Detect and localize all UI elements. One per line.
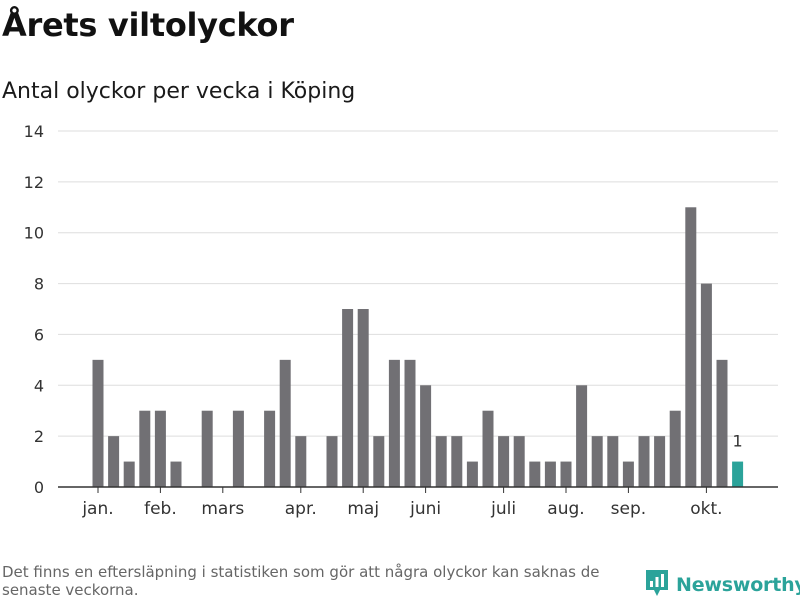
- bar: [342, 309, 354, 487]
- y-tick-label: 6: [34, 325, 44, 344]
- bar: [654, 436, 666, 487]
- bar: [482, 410, 494, 487]
- bar: [404, 359, 416, 487]
- bar: [170, 461, 182, 487]
- brand-logo[interactable]: Newsworthy: [644, 568, 800, 602]
- bar: [326, 436, 338, 487]
- chart-subtitle: Antal olyckor per vecka i Köping: [2, 79, 356, 104]
- bar: [92, 359, 104, 487]
- y-tick-label: 10: [24, 224, 44, 243]
- x-tick-label: feb.: [144, 499, 177, 519]
- newsworthy-icon: [644, 568, 670, 602]
- y-tick-label: 2: [34, 427, 44, 446]
- bar: [544, 461, 556, 487]
- data-labels: 1: [733, 432, 743, 451]
- bar: [373, 436, 385, 487]
- bar-current-week: [732, 461, 744, 487]
- x-tick-label: juni: [409, 499, 441, 519]
- bar: [154, 410, 166, 487]
- bar: [295, 436, 307, 487]
- y-tick-label: 0: [34, 478, 44, 497]
- x-tick-label: jan.: [81, 499, 113, 519]
- bar: [529, 461, 541, 487]
- x-axis: jan. feb. mars apr. maj juni juli aug. sep. okt.: [58, 486, 778, 519]
- bar: [498, 436, 510, 487]
- bar: [466, 461, 478, 487]
- bar: [669, 410, 681, 487]
- bar: [576, 385, 588, 487]
- bar: [700, 283, 712, 487]
- brand-name: Newsworthy: [676, 574, 800, 596]
- bar: [622, 461, 634, 487]
- bar: [123, 461, 135, 487]
- bar: [685, 207, 697, 488]
- bar: [716, 359, 728, 487]
- x-tick-label: aug.: [547, 499, 584, 519]
- bar: [607, 436, 619, 487]
- y-tick-label: 14: [24, 122, 44, 141]
- grid-lines: [58, 130, 778, 437]
- x-tick-label: okt.: [690, 499, 722, 519]
- x-tick-label: apr.: [285, 499, 317, 519]
- bar: [638, 436, 650, 487]
- bar: [560, 461, 572, 487]
- bar: [139, 410, 151, 487]
- bar: [232, 410, 244, 487]
- chart-title: Årets viltolyckor: [2, 6, 294, 44]
- bar: [357, 309, 369, 487]
- y-tick-label: 8: [34, 275, 44, 294]
- bar: [513, 436, 525, 487]
- bar: [591, 436, 603, 487]
- x-tick-label: juli: [490, 499, 516, 519]
- bars: [92, 207, 744, 488]
- bar: [264, 410, 276, 487]
- bar: [201, 410, 213, 487]
- x-tick-label: sep.: [611, 499, 647, 519]
- x-tick-label: mars: [201, 499, 244, 519]
- y-axis-ticks: 0 2 4 6 8 10 12 14: [24, 122, 44, 497]
- bar-chart: 0 2 4 6 8 10 12 14 1 jan. feb. mars apr. maj juni jul…: [24, 122, 778, 519]
- bar: [388, 359, 400, 487]
- data-label-current-week: 1: [733, 432, 743, 451]
- bar: [420, 385, 432, 487]
- bar: [279, 359, 291, 487]
- bar: [435, 436, 447, 487]
- x-tick-label: maj: [347, 499, 379, 519]
- y-tick-label: 4: [34, 376, 44, 395]
- footnote: Det finns en eftersläpning i statistiken…: [2, 563, 600, 599]
- bar: [451, 436, 463, 487]
- y-tick-label: 12: [24, 173, 44, 192]
- bar: [108, 436, 120, 487]
